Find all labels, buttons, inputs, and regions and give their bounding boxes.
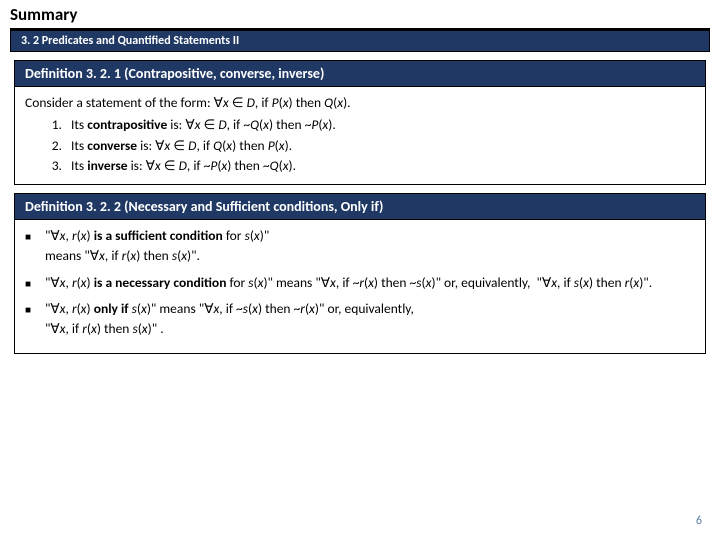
definition-2-item-2: "∀x, r(x) is a necessary condition for s… bbox=[45, 273, 695, 293]
page-title: Summary bbox=[10, 4, 77, 25]
bullet-icon: ■ bbox=[25, 299, 45, 340]
definition-1-item-3: Its inverse is: ∀x ∈ D, if ~P(x) then ~Q… bbox=[65, 156, 695, 176]
definition-1-body: Consider a statement of the form: ∀x ∈ D… bbox=[14, 87, 706, 185]
definition-2-item-3: "∀x, r(x) only if s(x)" means "∀x, if ~s… bbox=[45, 299, 695, 340]
definition-1-intro: Consider a statement of the form: ∀x ∈ D… bbox=[25, 93, 695, 113]
definition-2-header: Definition 3. 2. 2 (Necessary and Suffic… bbox=[14, 193, 706, 220]
definition-2-item-1: "∀x, r(x) is a sufficient condition for … bbox=[45, 226, 695, 267]
bullet-icon: ■ bbox=[25, 273, 45, 293]
definition-1-header: Definition 3. 2. 1 (Contrapositive, conv… bbox=[14, 60, 706, 87]
definition-1-item-2: Its converse is: ∀x ∈ D, if Q(x) then P(… bbox=[65, 136, 695, 156]
slide-number: 6 bbox=[696, 514, 702, 528]
definition-1-item-1: Its contrapositive is: ∀x ∈ D, if ~Q(x) … bbox=[65, 115, 695, 135]
bullet-icon: ■ bbox=[25, 226, 45, 267]
section-bar: 3. 2 Predicates and Quantified Statement… bbox=[10, 30, 710, 52]
definition-2-body: ■ "∀x, r(x) is a sufficient condition fo… bbox=[14, 220, 706, 354]
